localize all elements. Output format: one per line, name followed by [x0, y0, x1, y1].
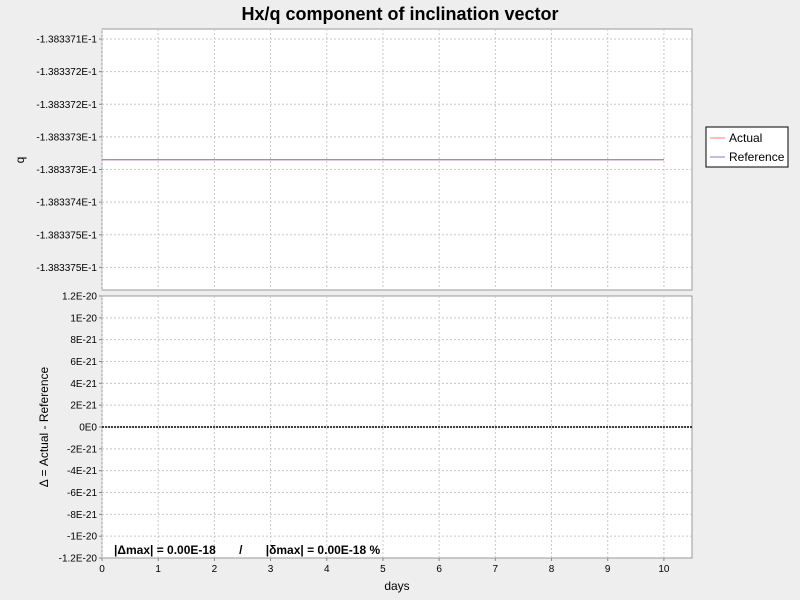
x-ticks: 0 1 2 3 4 5 6 7 8 9 10: [99, 558, 670, 575]
bottom-y-tick-label: -2E-21: [67, 444, 97, 455]
legend-reference-label: Reference: [729, 150, 785, 164]
bottom-y-ticks: 1.2E-20 1E-20 8E-21 6E-21 4E-21 2E-21 0E0 -2E-2…: [59, 292, 102, 565]
bottom-y-tick-label: 0E0: [79, 423, 97, 434]
top-y-tick-label: -1.383373E-1: [36, 165, 97, 176]
top-y-tick-label: -1.383372E-1: [36, 67, 97, 78]
bottom-y-tick-label: -4E-21: [67, 466, 97, 477]
top-y-tick-label: -1.383374E-1: [36, 198, 97, 209]
x-tick-label: 3: [268, 564, 274, 575]
bottom-y-tick-label: -6E-21: [67, 488, 97, 499]
x-tick-label: 5: [380, 564, 386, 575]
x-tick-label: 0: [99, 564, 105, 575]
top-y-ticks: -1.383371E-1 -1.383372E-1 -1.383372E-1 -1.3…: [36, 35, 102, 274]
top-grid: [101, 29, 692, 290]
top-y-tick-label: -1.383373E-1: [36, 132, 97, 143]
x-tick-label: 10: [658, 564, 670, 575]
top-y-tick-label: -1.383375E-1: [36, 263, 97, 274]
top-y-tick-label: -1.383372E-1: [36, 100, 97, 111]
top-y-axis-label: q: [13, 157, 27, 164]
x-tick-label: 4: [324, 564, 330, 575]
top-y-tick-label: -1.383371E-1: [36, 35, 97, 46]
legend-actual-label: Actual: [729, 131, 762, 145]
top-y-tick-label: -1.383375E-1: [36, 230, 97, 241]
bottom-y-tick-label: 2E-21: [70, 401, 97, 412]
bottom-y-tick-label: -1E-20: [67, 532, 97, 543]
chart-title: Hx/q component of inclination vector: [241, 4, 558, 24]
x-tick-label: 8: [549, 564, 555, 575]
delta-max-annotation: |Δmax| = 0.00E-18 / |δmax| = 0.00E-18 %: [114, 543, 380, 557]
x-tick-label: 1: [155, 564, 161, 575]
legend-box: [705, 126, 789, 168]
x-tick-label: 2: [212, 564, 218, 575]
bottom-y-tick-label: 8E-21: [70, 335, 97, 346]
x-tick-label: 6: [436, 564, 442, 575]
x-axis-label: days: [384, 579, 409, 593]
bottom-y-tick-label: -8E-21: [67, 510, 97, 521]
bottom-y-tick-label: 1E-20: [70, 313, 97, 324]
bottom-y-tick-label: 6E-21: [70, 357, 97, 368]
x-tick-label: 7: [493, 564, 499, 575]
bottom-y-axis-label: Δ = Actual - Reference: [37, 366, 51, 487]
bottom-y-tick-label: 4E-21: [70, 379, 97, 390]
bottom-y-tick-label: 1.2E-20: [62, 292, 97, 303]
legend: Actual Reference: [705, 126, 789, 168]
x-tick-label: 9: [605, 564, 611, 575]
bottom-y-tick-label: -1.2E-20: [59, 554, 98, 565]
